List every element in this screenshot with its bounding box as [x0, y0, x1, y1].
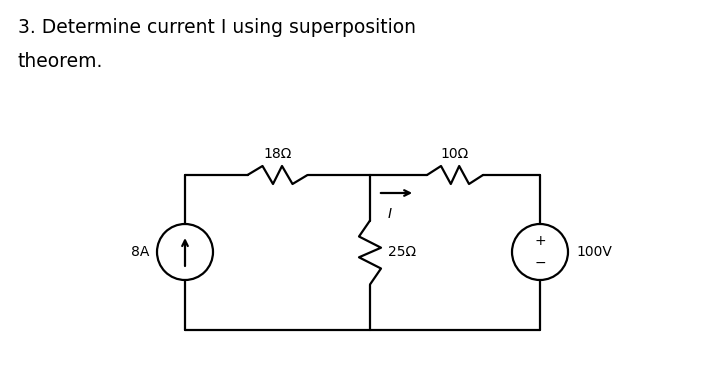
Text: 3. Determine current I using superposition: 3. Determine current I using superpositi… — [18, 18, 416, 37]
Text: theorem.: theorem. — [18, 52, 103, 71]
Text: +: + — [534, 235, 546, 248]
Text: 8A: 8A — [131, 245, 149, 259]
Text: 10Ω: 10Ω — [441, 147, 469, 161]
Text: 100V: 100V — [576, 245, 612, 259]
Text: 25Ω: 25Ω — [388, 245, 416, 260]
Text: −: − — [534, 256, 546, 270]
Text: 18Ω: 18Ω — [263, 147, 292, 161]
Text: I: I — [388, 207, 392, 221]
